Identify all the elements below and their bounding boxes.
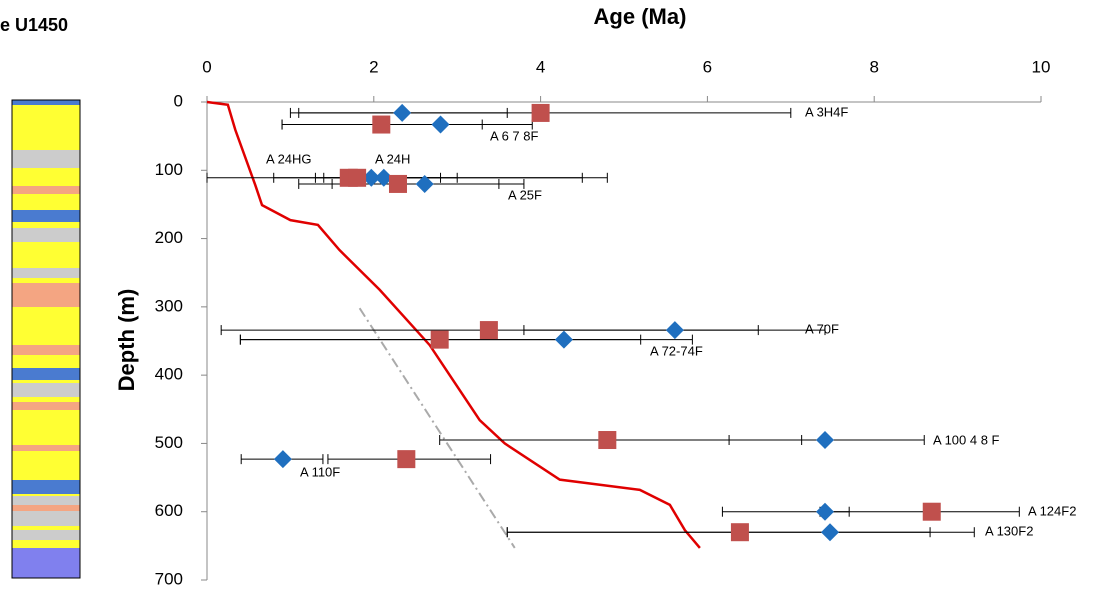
- square-point: [397, 450, 416, 469]
- x-tick-label: 6: [703, 57, 712, 76]
- model-line: [358, 307, 516, 549]
- annotation: A 124F2: [1028, 503, 1076, 518]
- layer: [12, 100, 80, 105]
- square-point: [388, 174, 407, 193]
- square-point: [730, 523, 749, 542]
- annotation: A 72-74F: [650, 343, 703, 358]
- annotation: A 6 7 8F: [490, 128, 538, 143]
- diamond-point: [393, 103, 412, 122]
- lithology-column: [11, 99, 81, 579]
- chart-title: Age (Ma): [594, 4, 687, 29]
- model-line: [206, 100, 701, 549]
- square-point: [430, 330, 449, 349]
- annotation: A 70F: [805, 321, 839, 336]
- layer: [12, 268, 80, 278]
- square-point: [598, 431, 617, 450]
- y-tick-label: 300: [155, 296, 183, 315]
- y-tick-label: 0: [174, 91, 183, 110]
- diamond-point: [374, 168, 393, 187]
- layer: [12, 228, 80, 242]
- annotation: A 110F: [300, 464, 340, 479]
- square-point: [922, 502, 941, 521]
- annotation: A 100 4 8 F: [933, 432, 1000, 447]
- diamond-point: [431, 115, 450, 134]
- diamond-point: [815, 502, 834, 521]
- y-tick-label: 200: [155, 228, 183, 247]
- x-tick-label: 8: [869, 57, 878, 76]
- column-outline: [11, 99, 81, 579]
- square-point: [372, 115, 391, 134]
- x-tick-label: 4: [536, 57, 545, 76]
- layer: [12, 445, 80, 451]
- diamond-point: [665, 321, 684, 340]
- diamond-point: [273, 450, 292, 469]
- layer: [12, 548, 80, 578]
- y-axis-title: Depth (m): [114, 289, 139, 392]
- corner-text: e U1450: [0, 15, 68, 35]
- layer: [12, 530, 80, 540]
- x-tick-label: 0: [202, 57, 211, 76]
- y-tick-label: 100: [155, 160, 183, 179]
- annotation: A 24HG: [266, 151, 312, 166]
- annotation: A 3H4F: [805, 104, 848, 119]
- layer: [12, 210, 80, 222]
- layer: [12, 150, 80, 168]
- layer: [12, 383, 80, 397]
- square-point: [531, 103, 550, 122]
- diamond-point: [820, 523, 839, 542]
- annotation: A 130F2: [985, 523, 1033, 538]
- y-tick-label: 600: [155, 501, 183, 520]
- x-tick-label: 10: [1032, 57, 1051, 76]
- annotation: A 24H: [375, 151, 410, 166]
- layer: [12, 480, 80, 494]
- y-tick-label: 700: [155, 569, 183, 588]
- square-point: [348, 168, 367, 187]
- x-tick-label: 2: [369, 57, 378, 76]
- layer: [12, 186, 80, 194]
- layer: [12, 345, 80, 355]
- layer: [12, 368, 80, 380]
- square-point: [479, 321, 498, 340]
- y-tick-label: 400: [155, 365, 183, 384]
- diamond-point: [815, 431, 834, 450]
- diamond-point: [362, 168, 381, 187]
- layer: [12, 402, 80, 410]
- annotation: A 25F: [508, 187, 542, 202]
- layer: [12, 283, 80, 307]
- diamond-point: [554, 330, 573, 349]
- diamond-point: [415, 174, 434, 193]
- layer: [12, 505, 80, 511]
- y-tick-label: 500: [155, 433, 183, 452]
